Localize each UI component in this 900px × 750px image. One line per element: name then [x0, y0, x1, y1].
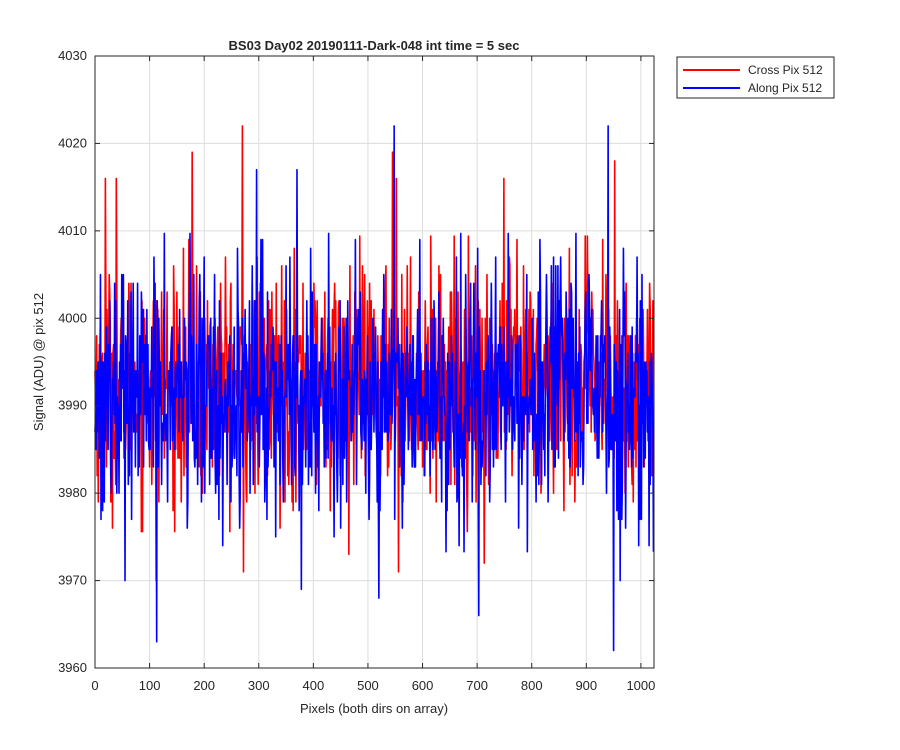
y-tick-label: 3960	[58, 660, 87, 675]
x-axis-label: Pixels (both dirs on array)	[300, 701, 448, 716]
x-tick-label: 700	[466, 678, 488, 693]
y-tick-label: 3980	[58, 485, 87, 500]
series-line-along-pix-512	[94, 125, 655, 652]
tick-marks	[94, 55, 654, 669]
y-tick-label: 4030	[58, 48, 87, 63]
x-tick-label: 100	[139, 678, 161, 693]
legend: Cross Pix 512 Along Pix 512	[676, 56, 835, 99]
x-tick-label: 300	[248, 678, 270, 693]
y-tick-label: 3970	[58, 573, 87, 588]
x-tick-label: 800	[521, 678, 543, 693]
tick-labels: 0 100 200 300 400 500 600 700 800 900 1000 3960 3970…	[58, 48, 655, 693]
x-tick-label: 600	[412, 678, 434, 693]
x-tick-label: 1000	[626, 678, 655, 693]
y-axis-label: Signal (ADU) @ pix 512	[31, 293, 46, 431]
legend-label-cross: Cross Pix 512	[748, 63, 823, 77]
x-tick-label: 500	[357, 678, 379, 693]
y-tick-label: 4000	[58, 310, 87, 325]
series-layer	[94, 125, 655, 652]
chart-title: BS03 Day02 20190111-Dark-048 int time = …	[229, 38, 520, 53]
y-tick-label: 4020	[58, 135, 87, 150]
x-tick-label: 400	[303, 678, 325, 693]
plot-frame	[94, 55, 655, 669]
x-tick-label: 0	[91, 678, 98, 693]
x-tick-label: 200	[193, 678, 215, 693]
legend-label-along: Along Pix 512	[748, 81, 822, 95]
y-tick-label: 4010	[58, 223, 87, 238]
legend-box	[676, 56, 835, 99]
x-tick-label: 900	[575, 678, 597, 693]
y-tick-label: 3990	[58, 398, 87, 413]
